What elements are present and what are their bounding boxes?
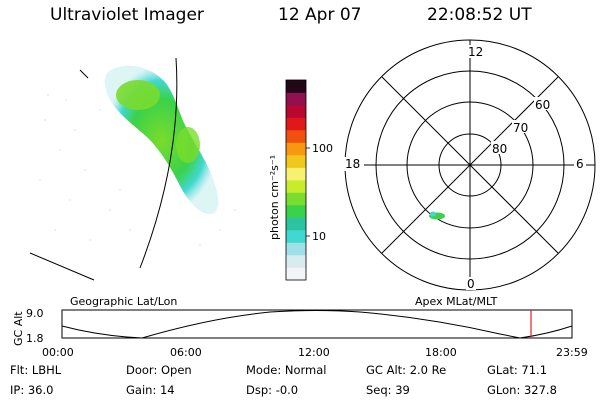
colorbar-cell (286, 230, 306, 243)
status-door: Door: Open (126, 363, 192, 377)
mlt-label-0: 0 (467, 277, 475, 291)
colorbar-tick-10: 10 (312, 230, 326, 243)
time-label: 22:08:52 UT (427, 5, 532, 25)
colorbar-cell (286, 130, 306, 143)
colorbar-cell (286, 255, 306, 268)
timeline-left-title: Geographic Lat/Lon (70, 295, 177, 308)
status-mode: Mode: Normal (246, 363, 326, 377)
timeline-x-0600: 06:00 (170, 346, 202, 359)
altitude-curve (61, 310, 573, 339)
limb-line (139, 57, 178, 269)
status-seq: Seq: 39 (366, 383, 410, 397)
colorbar-cell (286, 180, 306, 193)
status-gain: Gain: 14 (126, 383, 175, 397)
mlt-label-18: 18 (345, 157, 360, 171)
status-dsp: Dsp: -0.0 (246, 383, 298, 397)
edge-line-bottom (29, 252, 95, 281)
edge-line-top (79, 69, 89, 79)
lat-label-80: 80 (492, 142, 507, 156)
lat-label-70: 70 (513, 121, 528, 135)
status-info: Flt: LBHL Door: Open Mode: Normal GC Alt… (10, 363, 557, 397)
timeline-x-0000: 00:00 (42, 346, 74, 359)
orbit-timeline: Geographic Lat/Lon Apex MLat/MLT GC Alt … (12, 295, 588, 359)
colorbar-cell (286, 117, 306, 131)
status-ip: IP: 36.0 (10, 383, 53, 397)
status-glon: GLon: 327.8 (487, 383, 557, 397)
colorbar-cell (286, 205, 306, 218)
geographic-image-panel (29, 57, 236, 281)
polar-mlt-plot (344, 39, 596, 291)
background-speckle (39, 94, 236, 251)
status-flt: Flt: LBHL (10, 363, 62, 377)
colorbar-unit-label: photon cm⁻²s⁻¹ (268, 155, 281, 240)
colorbar-cell (286, 155, 306, 168)
status-glat: GLat: 71.1 (487, 363, 547, 377)
colorbar-cell (286, 142, 306, 156)
polar-aurora-spot (429, 211, 445, 220)
colorbar-cell (286, 80, 306, 93)
timeline-ylabel: GC Alt (12, 311, 25, 346)
timeline-ymax: 9.0 (26, 307, 44, 320)
colorbar-cell (286, 267, 306, 281)
colorbar-cell (286, 92, 306, 106)
timeline-x-2359: 23:59 (556, 346, 588, 359)
timeline-x-1200: 12:00 (298, 346, 330, 359)
timeline-ymin: 1.8 (26, 332, 44, 345)
colorbar-cell (286, 217, 306, 231)
colorbar-tick-100: 100 (312, 142, 333, 155)
instrument-title: Ultraviolet Imager (50, 5, 204, 25)
colorbar-cell (286, 105, 306, 118)
aurora-core-lower (176, 127, 200, 163)
timeline-right-title: Apex MLat/MLT (415, 295, 498, 308)
mlt-12-bg (466, 45, 484, 58)
colorbar-cell (286, 167, 306, 181)
lat-label-60: 60 (535, 98, 550, 112)
colorbar: 100 10 photon cm⁻²s⁻¹ (268, 79, 333, 281)
mlt-label-12: 12 (468, 45, 483, 59)
mlt-label-6: 6 (576, 157, 584, 171)
timeline-x-1800: 18:00 (425, 346, 457, 359)
date-label: 12 Apr 07 (278, 5, 362, 25)
aurora-core-upper (116, 80, 160, 110)
colorbar-cell (286, 192, 306, 206)
colorbar-cell (286, 242, 306, 256)
status-gc-alt: GC Alt: 2.0 Re (366, 363, 446, 377)
